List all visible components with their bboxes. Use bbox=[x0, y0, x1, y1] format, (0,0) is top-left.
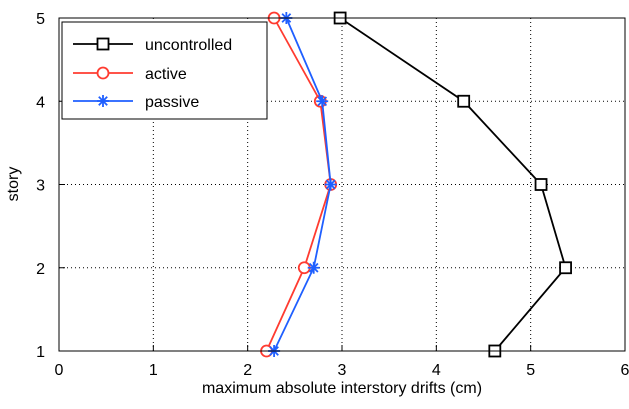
legend-text-passive: passive bbox=[145, 94, 199, 111]
series-passive-point-marker bbox=[307, 261, 320, 274]
x-tick-label: 6 bbox=[621, 362, 629, 379]
x-tick-label: 3 bbox=[338, 362, 347, 379]
x-tick-label: 1 bbox=[149, 362, 158, 379]
legend-marker-uncontrolled bbox=[96, 37, 110, 51]
plot-frame bbox=[58, 17, 626, 352]
y-tick-label: 2 bbox=[36, 261, 45, 278]
y-tick-label: 4 bbox=[36, 94, 45, 111]
legend-marker-active bbox=[96, 66, 110, 80]
series-passive-point-marker bbox=[324, 178, 337, 191]
x-tick-label: 0 bbox=[55, 362, 64, 379]
series-passive-point-marker bbox=[316, 95, 329, 108]
legend-marker-passive bbox=[97, 95, 109, 107]
y-tick-label: 3 bbox=[36, 178, 45, 195]
y-tick-label: 1 bbox=[36, 344, 45, 361]
legend: uncontrolled active passive bbox=[61, 21, 268, 120]
legend-text-active: active bbox=[145, 66, 187, 83]
series-uncontrolled-point-marker bbox=[559, 261, 572, 275]
x-tick-labels: 0 1 2 3 4 5 6 bbox=[55, 362, 629, 379]
legend-text-uncontrolled: uncontrolled bbox=[145, 37, 232, 54]
x-tick-label: 5 bbox=[526, 362, 535, 379]
legend-box bbox=[61, 21, 268, 120]
series-uncontrolled-point-marker bbox=[534, 178, 548, 191]
x-tick-label: 2 bbox=[243, 362, 252, 379]
y-tick-labels: 1 2 3 4 5 bbox=[36, 11, 45, 361]
x-tick-label: 4 bbox=[432, 362, 441, 379]
y-tick-label: 5 bbox=[36, 11, 45, 28]
y-axis-label: story bbox=[5, 167, 22, 202]
series-uncontrolled-point-marker bbox=[457, 94, 471, 108]
x-axis-label: maximum absolute interstory drifts (cm) bbox=[202, 380, 482, 397]
